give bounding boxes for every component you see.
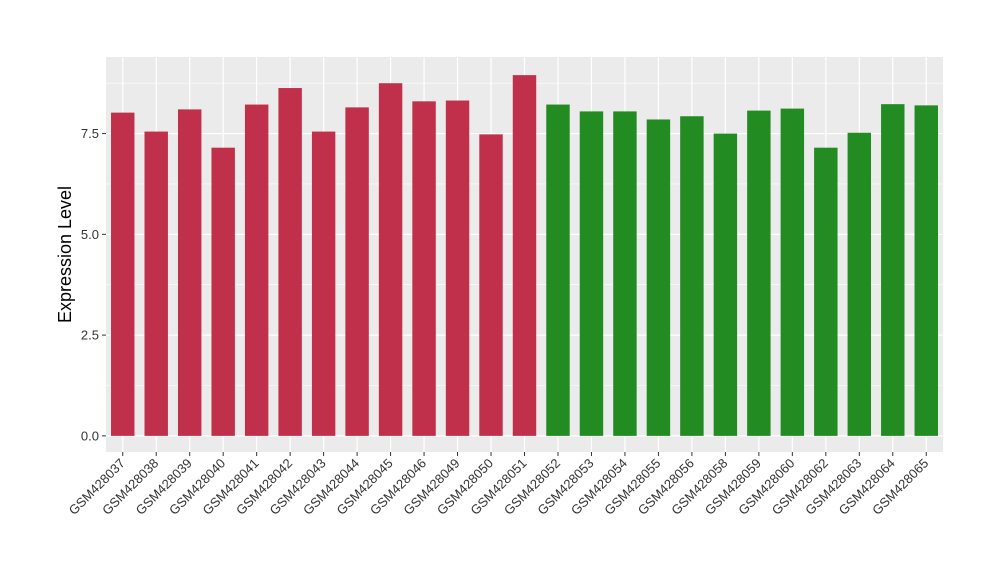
y-tick-label: 2.5 [81,328,99,343]
bar-GSM428051 [512,75,537,436]
y-axis-title: Expression Level [55,186,75,323]
bar-GSM428055 [646,119,671,436]
bar-GSM428044 [345,107,369,436]
bar-GSM428060 [780,108,805,436]
bar-GSM428056 [680,116,704,436]
bar-GSM428064 [881,104,905,436]
bar-GSM428052 [546,104,570,436]
bar-GSM428038 [144,131,168,436]
y-tick-label: 0.0 [81,428,99,443]
y-tick-label: 5.0 [81,227,99,242]
bar-GSM428041 [244,104,269,436]
y-tick-label: 7.5 [81,126,99,141]
bar-GSM428049 [445,100,470,436]
bar-GSM428039 [177,109,202,436]
bar-GSM428043 [311,131,336,436]
bar-GSM428058 [713,133,738,436]
y-axis: 0.0 2.5 5.0 7.5 [81,126,106,443]
bar-GSM428062 [814,147,838,436]
bar-GSM428040 [211,147,235,436]
bar-GSM428053 [579,111,604,436]
bar-GSM428042 [278,88,302,436]
x-axis: GSM428037GSM428038GSM428039GSM428040GSM4… [66,452,931,518]
bars [111,75,938,436]
bar-GSM428050 [479,134,503,436]
bar-GSM428046 [412,101,436,436]
bar-GSM428063 [847,132,872,436]
bar-GSM428037 [111,112,135,436]
bar-GSM428065 [914,105,938,436]
bar-GSM428059 [747,110,771,436]
bar-GSM428045 [378,83,403,436]
bar-GSM428054 [613,111,637,436]
